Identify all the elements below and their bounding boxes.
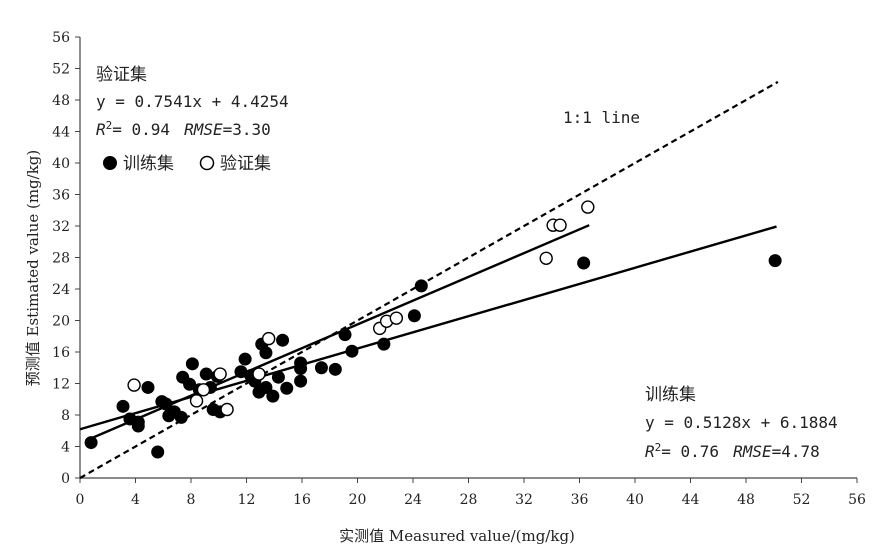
training-point: [266, 389, 280, 403]
training-point: [294, 374, 308, 388]
y-axis-label: 预测值 Estimated value (mg/kg): [24, 150, 42, 386]
data-points: [84, 200, 782, 459]
validation-r2-label: R: [96, 120, 106, 139]
x-tick-label: 8: [187, 492, 196, 508]
training-stats: R2= 0.76 RMSE=4.78: [645, 441, 820, 462]
training-point: [768, 254, 782, 268]
training-point: [131, 419, 145, 433]
training-point: [314, 361, 328, 375]
validation-point: [213, 367, 227, 381]
validation-point: [252, 367, 266, 381]
validation-equation: y = 0.7541x + 4.4254: [96, 92, 289, 111]
validation-point: [220, 402, 234, 417]
training-point: [345, 344, 359, 358]
x-tick-label: 16: [293, 492, 311, 508]
one-to-one-label: 1:1 line: [563, 108, 640, 127]
one-to-one-line: [79, 80, 779, 479]
training-point: [414, 279, 428, 293]
training-point: [259, 346, 273, 360]
training-rmse-value: =4.78: [772, 442, 820, 461]
training-point: [271, 370, 285, 384]
y-tick-label: 16: [52, 345, 70, 361]
validation-rmse-value: =3.30: [223, 120, 271, 139]
x-tick-label: 32: [515, 492, 533, 508]
training-point: [328, 362, 342, 376]
validation-point: [581, 200, 595, 214]
y-tick-label: 8: [61, 408, 70, 424]
x-tick-label: 52: [793, 492, 811, 508]
training-point: [183, 377, 197, 391]
training-point: [259, 380, 273, 394]
x-axis-label: 实测值 Measured value/(mg/kg): [339, 527, 575, 545]
y-tick-label: 20: [52, 314, 70, 330]
training-point: [116, 399, 130, 413]
training-point: [141, 380, 155, 394]
y-tick-label: 32: [52, 219, 70, 235]
y-tick-label: 24: [52, 282, 70, 298]
validation-point: [127, 378, 141, 392]
x-tick-label: 44: [682, 492, 700, 508]
training-r2-label: R: [645, 442, 655, 461]
x-ticks: 0 4 8 12 16 20 24 28 32 36 40 44 48 52 56: [76, 478, 866, 508]
training-point: [199, 367, 213, 381]
training-point: [174, 410, 188, 424]
training-point: [151, 445, 165, 459]
legend-validation-label: 验证集: [220, 154, 271, 174]
y-tick-label: 48: [52, 93, 70, 109]
training-r2-sup: 2: [655, 441, 662, 454]
validation-point: [389, 311, 404, 325]
validation-point: [553, 218, 567, 232]
validation-point: [539, 251, 553, 265]
y-tick-label: 4: [61, 440, 70, 456]
training-r2-value: = 0.76: [661, 442, 719, 461]
y-tick-label: 52: [52, 62, 70, 78]
x-tick-label: 48: [737, 492, 755, 508]
validation-stats: R2= 0.94 RMSE=3.30: [96, 119, 271, 140]
legend-train-label: 训练集: [123, 154, 174, 174]
y-tick-label: 36: [52, 188, 70, 204]
x-tick-label: 40: [626, 492, 644, 508]
y-tick-label: 0: [61, 471, 70, 487]
validation-r2-value: = 0.94: [112, 120, 170, 139]
legend-filled-marker: [103, 156, 117, 170]
y-tick-label: 40: [52, 156, 70, 172]
training-point: [294, 356, 308, 370]
x-tick-label: 20: [349, 492, 367, 508]
validation-point: [262, 331, 276, 346]
training-title: 训练集: [645, 385, 696, 405]
training-point: [185, 357, 199, 371]
training-point: [276, 333, 290, 347]
training-point: [159, 397, 173, 411]
training-point: [377, 337, 391, 351]
x-tick-label: 56: [848, 492, 866, 508]
x-tick-label: 4: [131, 492, 140, 508]
y-tick-label: 28: [52, 251, 70, 267]
x-tick-label: 28: [460, 492, 478, 508]
legend: 训练集 验证集: [103, 154, 271, 174]
training-point: [577, 256, 591, 270]
x-tick-label: 24: [404, 492, 422, 508]
x-tick-label: 0: [76, 492, 85, 508]
training-point: [338, 328, 352, 342]
validation-title: 验证集: [96, 65, 147, 85]
x-tick-label: 12: [238, 492, 256, 508]
y-tick-label: 12: [52, 377, 70, 393]
training-point: [238, 352, 252, 366]
validation-rmse-label: RMSE: [184, 120, 223, 139]
training-equation: y = 0.5128x + 6.1884: [645, 413, 838, 432]
validation-point: [189, 394, 204, 408]
y-tick-label: 56: [52, 30, 70, 46]
legend-open-marker: [199, 155, 215, 171]
validation-r2-sup: 2: [106, 119, 113, 132]
y-tick-label: 44: [52, 125, 70, 141]
training-point: [407, 309, 421, 323]
x-tick-label: 36: [571, 492, 589, 508]
validation-point: [196, 383, 211, 397]
training-point: [84, 436, 98, 450]
training-point: [280, 381, 294, 395]
training-rmse-label: RMSE: [733, 442, 772, 461]
